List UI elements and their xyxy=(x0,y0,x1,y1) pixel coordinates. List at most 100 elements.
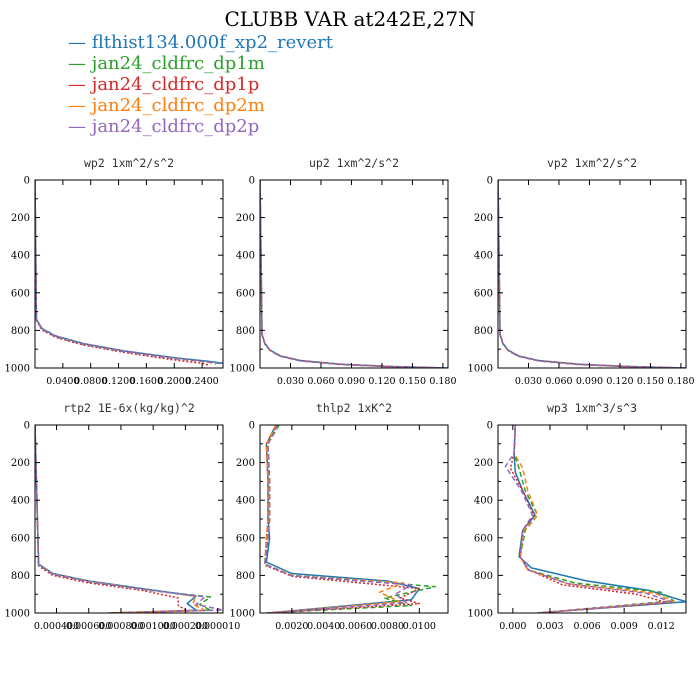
panel-6: wp3 1xm^3/s^3 0 200 400 600 800 1000 0.000 0.003… xyxy=(468,401,687,632)
x-tick-label: 0.000200 xyxy=(163,621,208,632)
x-tick-label: 0.1600 xyxy=(130,376,163,387)
legend-series-name: jan24_cldfrc_dp2m xyxy=(90,95,265,116)
y-tick-label: 800 xyxy=(474,326,493,337)
legend-entry-label: — jan24_cldfrc_dp1p xyxy=(68,74,259,95)
series-line-2 xyxy=(264,425,437,613)
panel-2: up2 1xm^2/s^2 0 200 400 600 800 1000 0.030 0.060… xyxy=(230,156,457,387)
legend-entry-label: — jan24_cldfrc_dp2p xyxy=(68,116,259,137)
x-tick-label: 0.1200 xyxy=(102,376,135,387)
series-line-3 xyxy=(35,425,188,613)
x-tick-label: 0.000800 xyxy=(98,621,143,632)
x-tick-label: 0.060 xyxy=(307,376,334,387)
y-tick-label: 0 xyxy=(24,421,30,432)
y-tick-label: 400 xyxy=(11,251,30,262)
y-tick-label: 200 xyxy=(236,213,255,224)
panel-title: wp3 1xm^3/s^3 xyxy=(547,401,637,415)
series-line-3 xyxy=(35,180,210,366)
x-tick-label: 0.0040 xyxy=(307,621,340,632)
x-tick-label: 0.0800 xyxy=(74,376,107,387)
x-tick-label: 0.000 xyxy=(499,621,526,632)
x-tick-label: 0.000600 xyxy=(66,621,111,632)
legend-marker: — xyxy=(68,116,92,137)
series-line-1 xyxy=(35,180,223,365)
x-tick-label: 0.120 xyxy=(606,376,633,387)
x-tick-label: 0.0400 xyxy=(46,376,79,387)
y-tick-label: 400 xyxy=(474,251,493,262)
y-tick-label: 200 xyxy=(11,213,30,224)
x-tick-label: 0.001000 xyxy=(130,621,175,632)
series-line-4 xyxy=(35,180,217,365)
x-tick-label: 0.060 xyxy=(545,376,572,387)
series-line-1 xyxy=(260,180,448,368)
x-tick-label: 0.003 xyxy=(536,621,563,632)
panel-frame xyxy=(34,424,224,614)
legend: — flthist134.000f_xp2_revert— jan24_cldf… xyxy=(68,32,334,137)
series-line-5 xyxy=(264,425,413,613)
y-tick-label: 600 xyxy=(474,288,493,299)
legend-series-name: jan24_cldfrc_dp1m xyxy=(90,53,265,74)
panel-1: wp2 1xm^2/s^2 0 200 400 600 800 1000 0.04000.08… xyxy=(5,156,224,387)
x-tick-label: 0.0020 xyxy=(275,621,308,632)
y-tick-label: 0 xyxy=(487,421,493,432)
panel-title: vp2 1xm^2/s^2 xyxy=(547,156,637,170)
y-tick-label: 400 xyxy=(11,496,30,507)
series-group xyxy=(35,425,223,613)
series-line-2 xyxy=(35,180,223,365)
panel-5: thlp2 1xK^2 0 200 400 600 800 1000 0.00200.0040… xyxy=(230,401,449,632)
y-tick-label: 200 xyxy=(11,458,30,469)
panel-3: vp2 1xm^2/s^2 0 200 400 600 800 1000 0.030 0.060… xyxy=(468,156,695,387)
legend-entry-label: — flthist134.000f_xp2_revert xyxy=(68,32,334,53)
panel-4: rtp2 1E-6x(kg/kg)^2 0 200 400 600 800 1000 0.00… xyxy=(5,401,241,632)
series-line-5 xyxy=(260,180,448,368)
legend-series-name: jan24_cldfrc_dp2p xyxy=(90,116,260,137)
x-tick-label: 0.000400 xyxy=(34,621,79,632)
x-tick-label: 0.000010 xyxy=(195,621,240,632)
x-tick-label: 0.0100 xyxy=(403,621,436,632)
y-tick-label: 200 xyxy=(474,213,493,224)
x-tick-label: 0.180 xyxy=(429,376,456,387)
panel-title: thlp2 1xK^2 xyxy=(316,401,392,415)
series-line-2 xyxy=(498,180,681,368)
y-tick-label: 0 xyxy=(24,176,30,187)
y-tick-label: 0 xyxy=(487,176,493,187)
panel-frame xyxy=(34,179,224,369)
x-tick-label: 0.180 xyxy=(667,376,694,387)
y-tick-label: 800 xyxy=(474,571,493,582)
legend-marker: — xyxy=(68,74,92,95)
panel-frame xyxy=(497,179,687,369)
y-tick-label: 0 xyxy=(249,176,255,187)
x-tick-label: 0.150 xyxy=(399,376,426,387)
y-tick-label: 800 xyxy=(236,571,255,582)
panel-title: rtp2 1E-6x(kg/kg)^2 xyxy=(63,401,195,415)
y-tick-label: 200 xyxy=(474,458,493,469)
series-line-3 xyxy=(260,180,443,368)
series-line-2 xyxy=(260,180,443,368)
series-line-3 xyxy=(498,180,681,368)
panel-frame xyxy=(259,179,449,369)
series-group xyxy=(504,425,686,613)
series-line-1 xyxy=(265,425,421,613)
y-tick-label: 800 xyxy=(11,326,30,337)
series-group xyxy=(264,425,437,613)
y-tick-label: 600 xyxy=(11,288,30,299)
y-tick-label: 600 xyxy=(236,288,255,299)
panel-title: up2 1xm^2/s^2 xyxy=(309,156,399,170)
y-tick-label: 400 xyxy=(236,496,255,507)
series-line-5 xyxy=(35,180,223,365)
series-line-4 xyxy=(498,180,681,368)
y-tick-label: 1000 xyxy=(468,364,493,375)
series-line-4 xyxy=(264,425,405,613)
y-tick-label: 600 xyxy=(11,533,30,544)
x-tick-label: 0.012 xyxy=(648,621,675,632)
legend-entry-label: — jan24_cldfrc_dp1m xyxy=(68,53,265,74)
y-tick-label: 1000 xyxy=(230,364,255,375)
series-group xyxy=(260,180,448,368)
y-tick-label: 200 xyxy=(236,458,255,469)
y-tick-label: 1000 xyxy=(5,364,30,375)
x-tick-label: 0.0080 xyxy=(371,621,404,632)
series-line-2 xyxy=(35,425,212,613)
chart-title: CLUBB VAR at242E,27N xyxy=(224,7,475,31)
y-tick-label: 1000 xyxy=(230,609,255,620)
x-tick-label: 0.030 xyxy=(277,376,304,387)
